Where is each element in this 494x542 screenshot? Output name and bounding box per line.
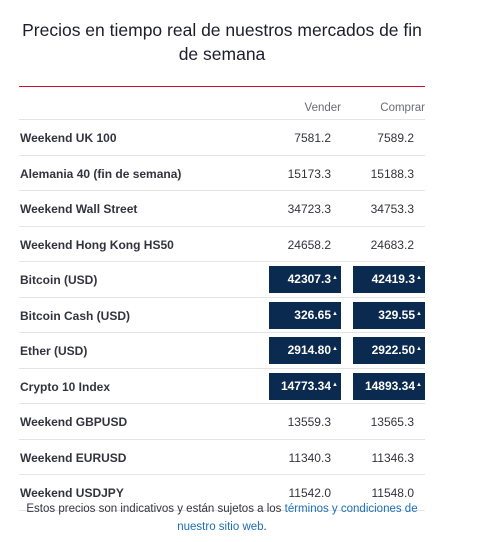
price-table: Weekend UK 100 7581.2 7589.2 Alemania 40 (f… [19,120,425,511]
market-name[interactable]: Weekend UK 100 [20,131,117,145]
buy-column-header: Comprar [380,102,425,114]
table-row[interactable]: Bitcoin (USD) 42307.3 ▲ 42419.3 ▲ [19,262,425,298]
page-title: Precios en tiempo real de nuestros merca… [22,20,422,64]
sell-price-value[interactable]: 11340.3 [288,450,332,465]
buy-price-value[interactable]: 11548.0 [371,486,415,500]
sell-price-button[interactable]: 14773.34 ▲ [269,372,341,400]
up-arrow-icon: ▲ [332,275,338,281]
buy-price-value[interactable]: 7589.2 [377,131,414,145]
market-name[interactable]: Weekend GBPUSD [20,415,128,429]
up-arrow-icon: ▲ [332,310,338,317]
market-name[interactable]: Bitcoin (USD) [20,273,98,287]
sell-price-value[interactable]: 13559.3 [287,415,331,429]
table-row[interactable]: Alemania 40 (fin de semana) 15173.3 15188.… [19,156,425,191]
market-name[interactable]: Weekend EURUSD [20,450,127,465]
up-arrow-icon: ▲ [416,381,422,388]
sell-column-header: Vender [304,102,341,114]
table-row[interactable]: Weekend GBPUSD 13559.3 13565.3 [19,404,425,440]
table-row[interactable]: Weekend UK 100 7581.2 7589.2 [19,120,425,156]
market-name[interactable]: Crypto 10 Index [20,379,111,394]
market-name[interactable]: Ether (USD) [20,344,88,358]
weekend-prices-widget: Precios en tiempo real de nuestros merca… [19,0,425,511]
title-section: Precios en tiempo real de nuestros merca… [19,18,425,87]
up-arrow-icon: ▲ [332,346,338,352]
buy-price-value: 2922.50 [371,343,415,357]
buy-price-value: 329.55 [378,307,415,322]
buy-price-value[interactable]: 11346.3 [371,450,415,465]
buy-price-button[interactable]: 2922.50 ▲ [353,337,425,364]
market-name[interactable]: Weekend Hong Kong HS50 [20,237,174,252]
sell-price-value[interactable]: 24658.2 [287,237,331,252]
sell-price-value[interactable]: 7581.2 [294,131,331,145]
table-row[interactable]: Ether (USD) 2914.80 ▲ 2922.50 ▲ [19,333,425,369]
sell-price-button[interactable]: 42307.3 ▲ [269,266,341,293]
sell-price-value[interactable]: 15173.3 [287,166,331,181]
buy-price-button[interactable]: 329.55 ▲ [353,301,425,329]
up-arrow-icon: ▲ [332,381,338,388]
market-name[interactable]: Weekend USDJPY [20,486,124,500]
up-arrow-icon: ▲ [416,275,422,281]
terms-link[interactable]: términos y condiciones de nuestro sitio … [177,503,418,533]
buy-price-value[interactable]: 34753.3 [370,202,414,216]
sell-price-value: 42307.3 [287,272,331,286]
market-name[interactable]: Weekend Wall Street [20,202,138,216]
disclaimer-end: . [263,521,267,533]
buy-price-value[interactable]: 15188.3 [370,166,414,181]
sell-price-value: 326.65 [294,307,331,322]
table-row[interactable]: Weekend USDJPY 11542.0 11548.0 [19,475,425,511]
table-row[interactable]: Weekend Hong Kong HS50 24658.2 24683.2 [19,227,425,262]
buy-price-value: 42419.3 [371,272,415,286]
disclaimer-text: Estos precios son indicativos y están su… [26,503,285,515]
column-header: Vender Comprar [19,87,425,120]
up-arrow-icon: ▲ [416,310,422,317]
buy-price-button[interactable]: 14893.34 ▲ [353,372,425,400]
market-name[interactable]: Alemania 40 (fin de semana) [20,166,182,181]
sell-price-button[interactable]: 326.65 ▲ [269,301,341,329]
table-row[interactable]: Crypto 10 Index 14773.34 ▲ 14893.34 ▲ [19,369,425,404]
table-row[interactable]: Weekend EURUSD 11340.3 11346.3 [19,440,425,475]
sell-price-value: 2914.80 [287,343,331,357]
buy-price-value[interactable]: 24683.2 [370,237,414,252]
buy-price-value[interactable]: 13565.3 [370,415,414,429]
table-row[interactable]: Bitcoin Cash (USD) 326.65 ▲ 329.55 ▲ [19,298,425,333]
up-arrow-icon: ▲ [416,346,422,352]
disclaimer: Estos precios son indicativos y están su… [19,500,425,536]
sell-price-value: 14773.34 [280,378,331,393]
sell-price-button[interactable]: 2914.80 ▲ [269,337,341,364]
table-row[interactable]: Weekend Wall Street 34723.3 34753.3 [19,191,425,227]
sell-price-value[interactable]: 11542.0 [288,486,332,500]
sell-price-value[interactable]: 34723.3 [287,202,331,216]
market-name[interactable]: Bitcoin Cash (USD) [20,308,131,323]
buy-price-button[interactable]: 42419.3 ▲ [353,266,425,293]
buy-price-value: 14893.34 [364,378,415,393]
